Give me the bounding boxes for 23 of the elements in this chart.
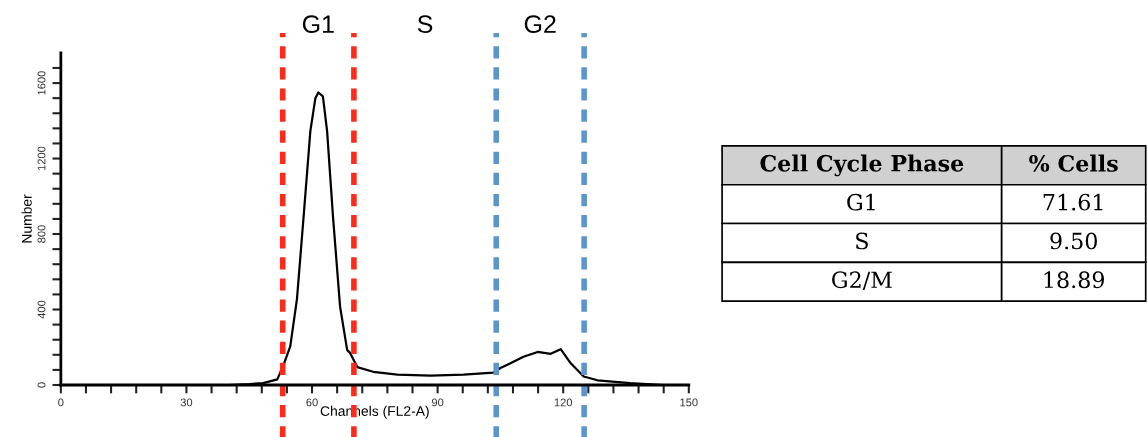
y-tick-label: 800 — [37, 225, 46, 243]
data-label: 9.50 — [1050, 232, 1097, 250]
text: G1 — [302, 15, 334, 33]
data-label: 18.89 — [1044, 271, 1104, 289]
category-label: S — [856, 232, 868, 250]
x-tick-label: 30 — [180, 398, 193, 407]
x-tick-label: 120 — [554, 398, 573, 407]
x-tick-label: 60 — [306, 398, 318, 407]
x-tick-label: 150 — [680, 398, 698, 407]
y-tick-label: 1600 — [37, 71, 46, 95]
text: S — [417, 15, 433, 33]
category-label: G2/M — [832, 271, 892, 290]
y-tick-label: 400 — [37, 300, 46, 319]
data-label: 71.61 — [1043, 193, 1103, 211]
y-axis-title: Number — [21, 194, 32, 243]
y-tick-label: 1200 — [37, 146, 46, 171]
category-label: G1 — [847, 193, 875, 211]
text: G2 — [524, 15, 556, 33]
x-tick-label: 90 — [431, 398, 444, 407]
y-tick-label: 0 — [37, 382, 46, 388]
text: % Cells — [1029, 154, 1118, 172]
x-tick-label: 0 — [58, 398, 64, 407]
text: Cell Cycle Phase — [760, 154, 964, 177]
